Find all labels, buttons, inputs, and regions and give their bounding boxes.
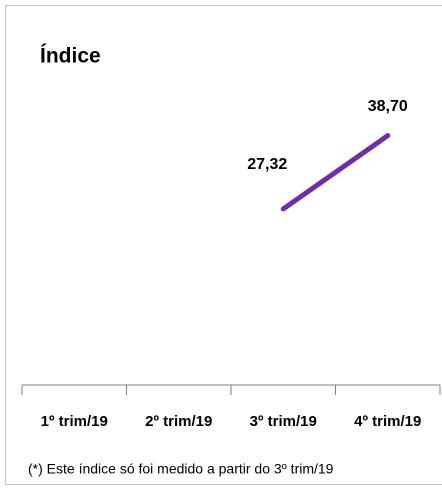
x-tick-label: 4º trim/19 [354,413,421,430]
data-label: 38,70 [368,98,408,115]
chart-title: Índice [40,45,101,68]
x-tick-label: 1º trim/19 [41,413,108,430]
line [280,133,391,212]
x-tick-label: 2º trim/19 [145,413,212,430]
data-label: 27,32 [247,156,287,173]
chart-frame [5,5,442,485]
footnote: (*) Este índice só foi medido a partir d… [28,461,334,477]
x-tick-label: 3º trim/19 [250,413,317,430]
